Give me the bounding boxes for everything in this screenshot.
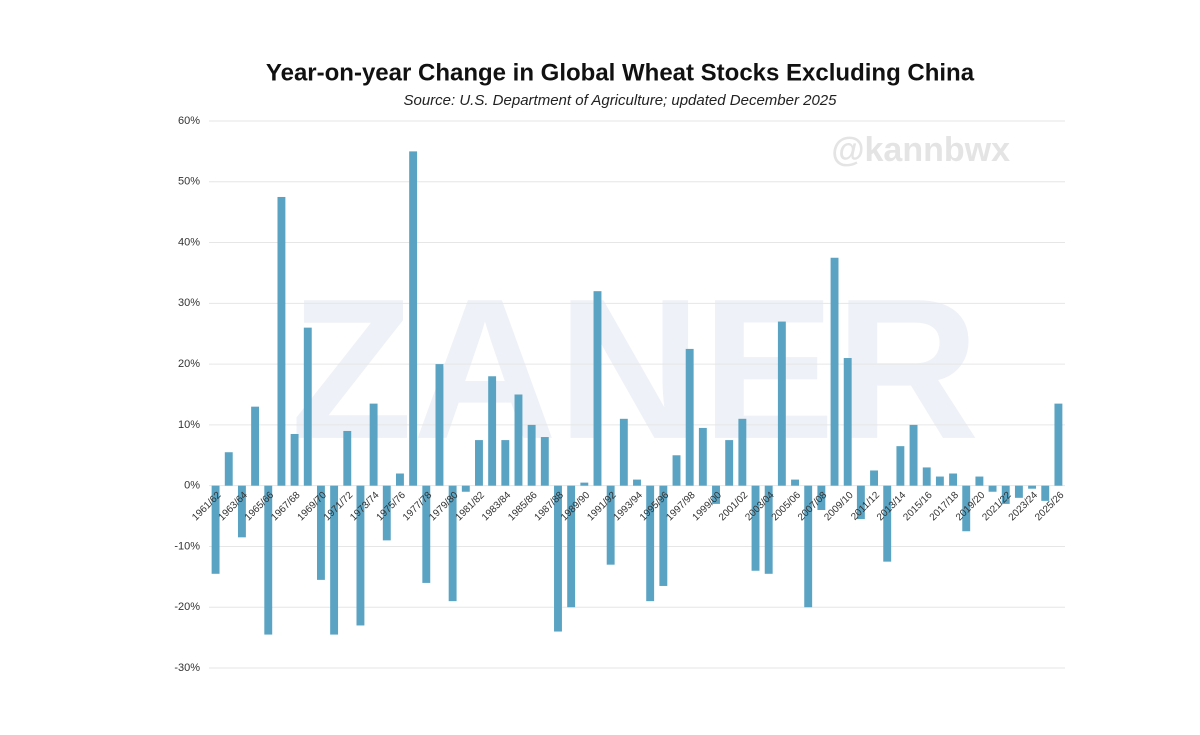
bar xyxy=(251,406,260,486)
bar xyxy=(646,485,655,602)
bar xyxy=(330,485,339,635)
bar xyxy=(883,485,892,562)
bar xyxy=(896,446,905,486)
bar xyxy=(514,394,523,486)
bar xyxy=(856,485,865,520)
bar xyxy=(396,473,404,486)
chart-title: Year-on-year Change in Global Wheat Stoc… xyxy=(266,59,975,86)
bar xyxy=(804,485,813,608)
bar xyxy=(488,376,497,486)
bar xyxy=(975,476,984,486)
bar xyxy=(356,485,365,626)
bar xyxy=(751,485,760,571)
bar xyxy=(316,485,325,580)
watermark: @kannbwx xyxy=(831,131,1010,169)
bar xyxy=(1041,485,1050,501)
bar xyxy=(1014,485,1023,498)
bar xyxy=(277,196,286,486)
y-tick-label: 0% xyxy=(184,480,200,492)
bar xyxy=(817,485,826,510)
bar xyxy=(949,473,958,486)
y-tick-label: -20% xyxy=(174,601,200,613)
bar xyxy=(237,485,246,538)
bar xyxy=(698,427,707,486)
bar xyxy=(988,485,997,492)
chart-subtitle: Source: U.S. Department of Agriculture; … xyxy=(403,92,837,109)
watermark: ZANER xyxy=(291,258,980,481)
bar xyxy=(448,485,457,602)
bar xyxy=(1054,403,1063,486)
y-tick-label: 50% xyxy=(178,176,200,188)
bar xyxy=(527,424,536,486)
bar xyxy=(830,257,839,486)
y-tick-label: 10% xyxy=(178,419,200,431)
bar xyxy=(593,291,602,486)
y-tick-label: 20% xyxy=(178,358,200,370)
bar xyxy=(343,430,352,486)
bar xyxy=(712,485,720,504)
bar xyxy=(554,485,562,632)
bar xyxy=(777,321,786,486)
bar xyxy=(303,327,312,486)
y-tick-label: -10% xyxy=(174,540,200,552)
bar xyxy=(909,424,918,486)
bar xyxy=(672,455,681,486)
bar xyxy=(580,482,589,486)
bar xyxy=(369,403,378,486)
bar xyxy=(382,485,391,541)
bar xyxy=(475,440,483,486)
bar xyxy=(738,418,747,486)
bar xyxy=(725,440,734,486)
bar xyxy=(540,437,549,486)
y-tick-label: 60% xyxy=(178,115,200,127)
bar xyxy=(461,485,470,492)
y-tick-label: 30% xyxy=(178,297,200,309)
bar xyxy=(264,485,273,635)
bar xyxy=(567,485,576,608)
bar xyxy=(935,476,944,486)
bar xyxy=(606,485,615,565)
bar xyxy=(1028,485,1037,489)
bar xyxy=(409,151,418,486)
bar xyxy=(224,452,233,486)
bar xyxy=(422,485,431,583)
bar xyxy=(685,348,694,486)
bar xyxy=(211,485,220,574)
bar xyxy=(619,418,628,486)
y-tick-label: -30% xyxy=(174,662,200,674)
bar xyxy=(501,440,510,486)
bar xyxy=(435,364,444,486)
bar xyxy=(764,485,773,574)
y-tick-label: 40% xyxy=(178,236,200,248)
bar xyxy=(633,479,641,486)
bar xyxy=(290,434,299,486)
bar xyxy=(922,467,931,486)
bar xyxy=(843,358,852,486)
bar xyxy=(870,470,878,486)
bar xyxy=(1001,485,1010,504)
bar xyxy=(962,485,971,532)
bar xyxy=(659,485,668,586)
x-tick-label: 2009/10 xyxy=(822,490,856,524)
x-tick-label: 2025/26 xyxy=(1033,490,1067,524)
bar xyxy=(791,479,799,486)
